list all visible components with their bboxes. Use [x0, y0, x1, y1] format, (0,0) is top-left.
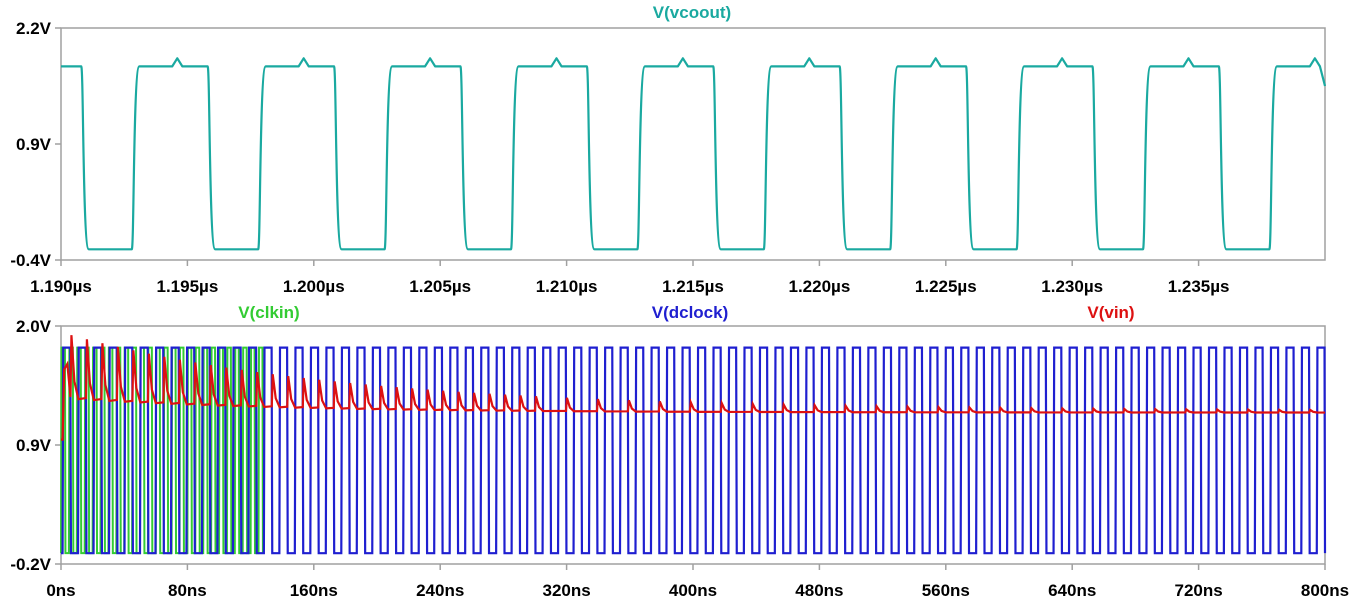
top-plot: V(vcoout) 2.2V0.9V-0.4V 1.190µs 1.195µs 1.…	[10, 3, 1327, 296]
top-x-tick-label: 1.190µs	[30, 277, 92, 296]
bottom-x-ticks: 0ns 80ns 160ns 240ns 320ns 400ns 480ns 560ns 640…	[46, 564, 1349, 600]
top-x-tick-label: 1.215µs	[662, 277, 724, 296]
bottom-y-ticks: 2.0V 0.9V -0.2V	[10, 317, 61, 574]
bottom-x-tick-label: 560ns	[922, 581, 970, 600]
bottom-y-tick-label: 0.9V	[16, 436, 52, 455]
series-line-dclock	[61, 346, 1327, 555]
bottom-series-label-clkin: V(clkin)	[238, 303, 299, 322]
bottom-x-tick-label: 160ns	[290, 581, 338, 600]
series-line-vcoout	[61, 57, 1327, 251]
bottom-x-tick-label: 0ns	[46, 581, 75, 600]
bottom-series-label-dclock: V(dclock)	[652, 303, 729, 322]
top-x-tick-label: 1.200µs	[283, 277, 345, 296]
top-x-tick-label: 1.235µs	[1168, 277, 1230, 296]
bottom-x-tick-label: 320ns	[542, 581, 590, 600]
top-x-tick-label: 1.230µs	[1041, 277, 1103, 296]
bottom-series-label-vin: V(vin)	[1087, 303, 1134, 322]
bottom-x-tick-label: 240ns	[416, 581, 464, 600]
bottom-x-tick-label: 80ns	[168, 581, 207, 600]
bottom-x-tick-label: 800ns	[1301, 581, 1349, 600]
top-y-tick-label: 2.2V	[16, 19, 52, 38]
bottom-x-tick-label: 400ns	[669, 581, 717, 600]
bottom-y-tick-label: -0.2V	[10, 555, 51, 574]
bottom-series-lines	[60, 335, 1327, 555]
bottom-y-tick-label: 2.0V	[16, 317, 52, 336]
bottom-plot: V(clkin) V(dclock) V(vin) 2.0V0.9V-0.2V …	[10, 303, 1349, 600]
bottom-x-tick-label: 640ns	[1048, 581, 1096, 600]
top-plot-frame	[60, 27, 1326, 261]
top-y-tick-label: 0.9V	[16, 135, 52, 154]
bottom-x-tick-label: 720ns	[1174, 581, 1222, 600]
top-x-ticks: 1.190µs 1.195µs 1.200µs 1.205µs 1.210µs 1.215…	[30, 260, 1229, 296]
top-x-tick-label: 1.205µs	[409, 277, 471, 296]
top-x-tick-label: 1.225µs	[915, 277, 977, 296]
top-series-lines	[61, 57, 1327, 251]
top-y-ticks: 2.2V 0.9V -0.4V	[10, 19, 61, 270]
top-x-tick-label: 1.220µs	[789, 277, 851, 296]
top-x-tick-label: 1.210µs	[536, 277, 598, 296]
bottom-x-tick-label: 480ns	[795, 581, 843, 600]
top-series-label: V(vcoout)	[653, 3, 731, 22]
top-y-tick-label: -0.4V	[10, 251, 51, 270]
top-x-tick-label: 1.195µs	[157, 277, 219, 296]
series-line-vin	[61, 335, 1326, 441]
